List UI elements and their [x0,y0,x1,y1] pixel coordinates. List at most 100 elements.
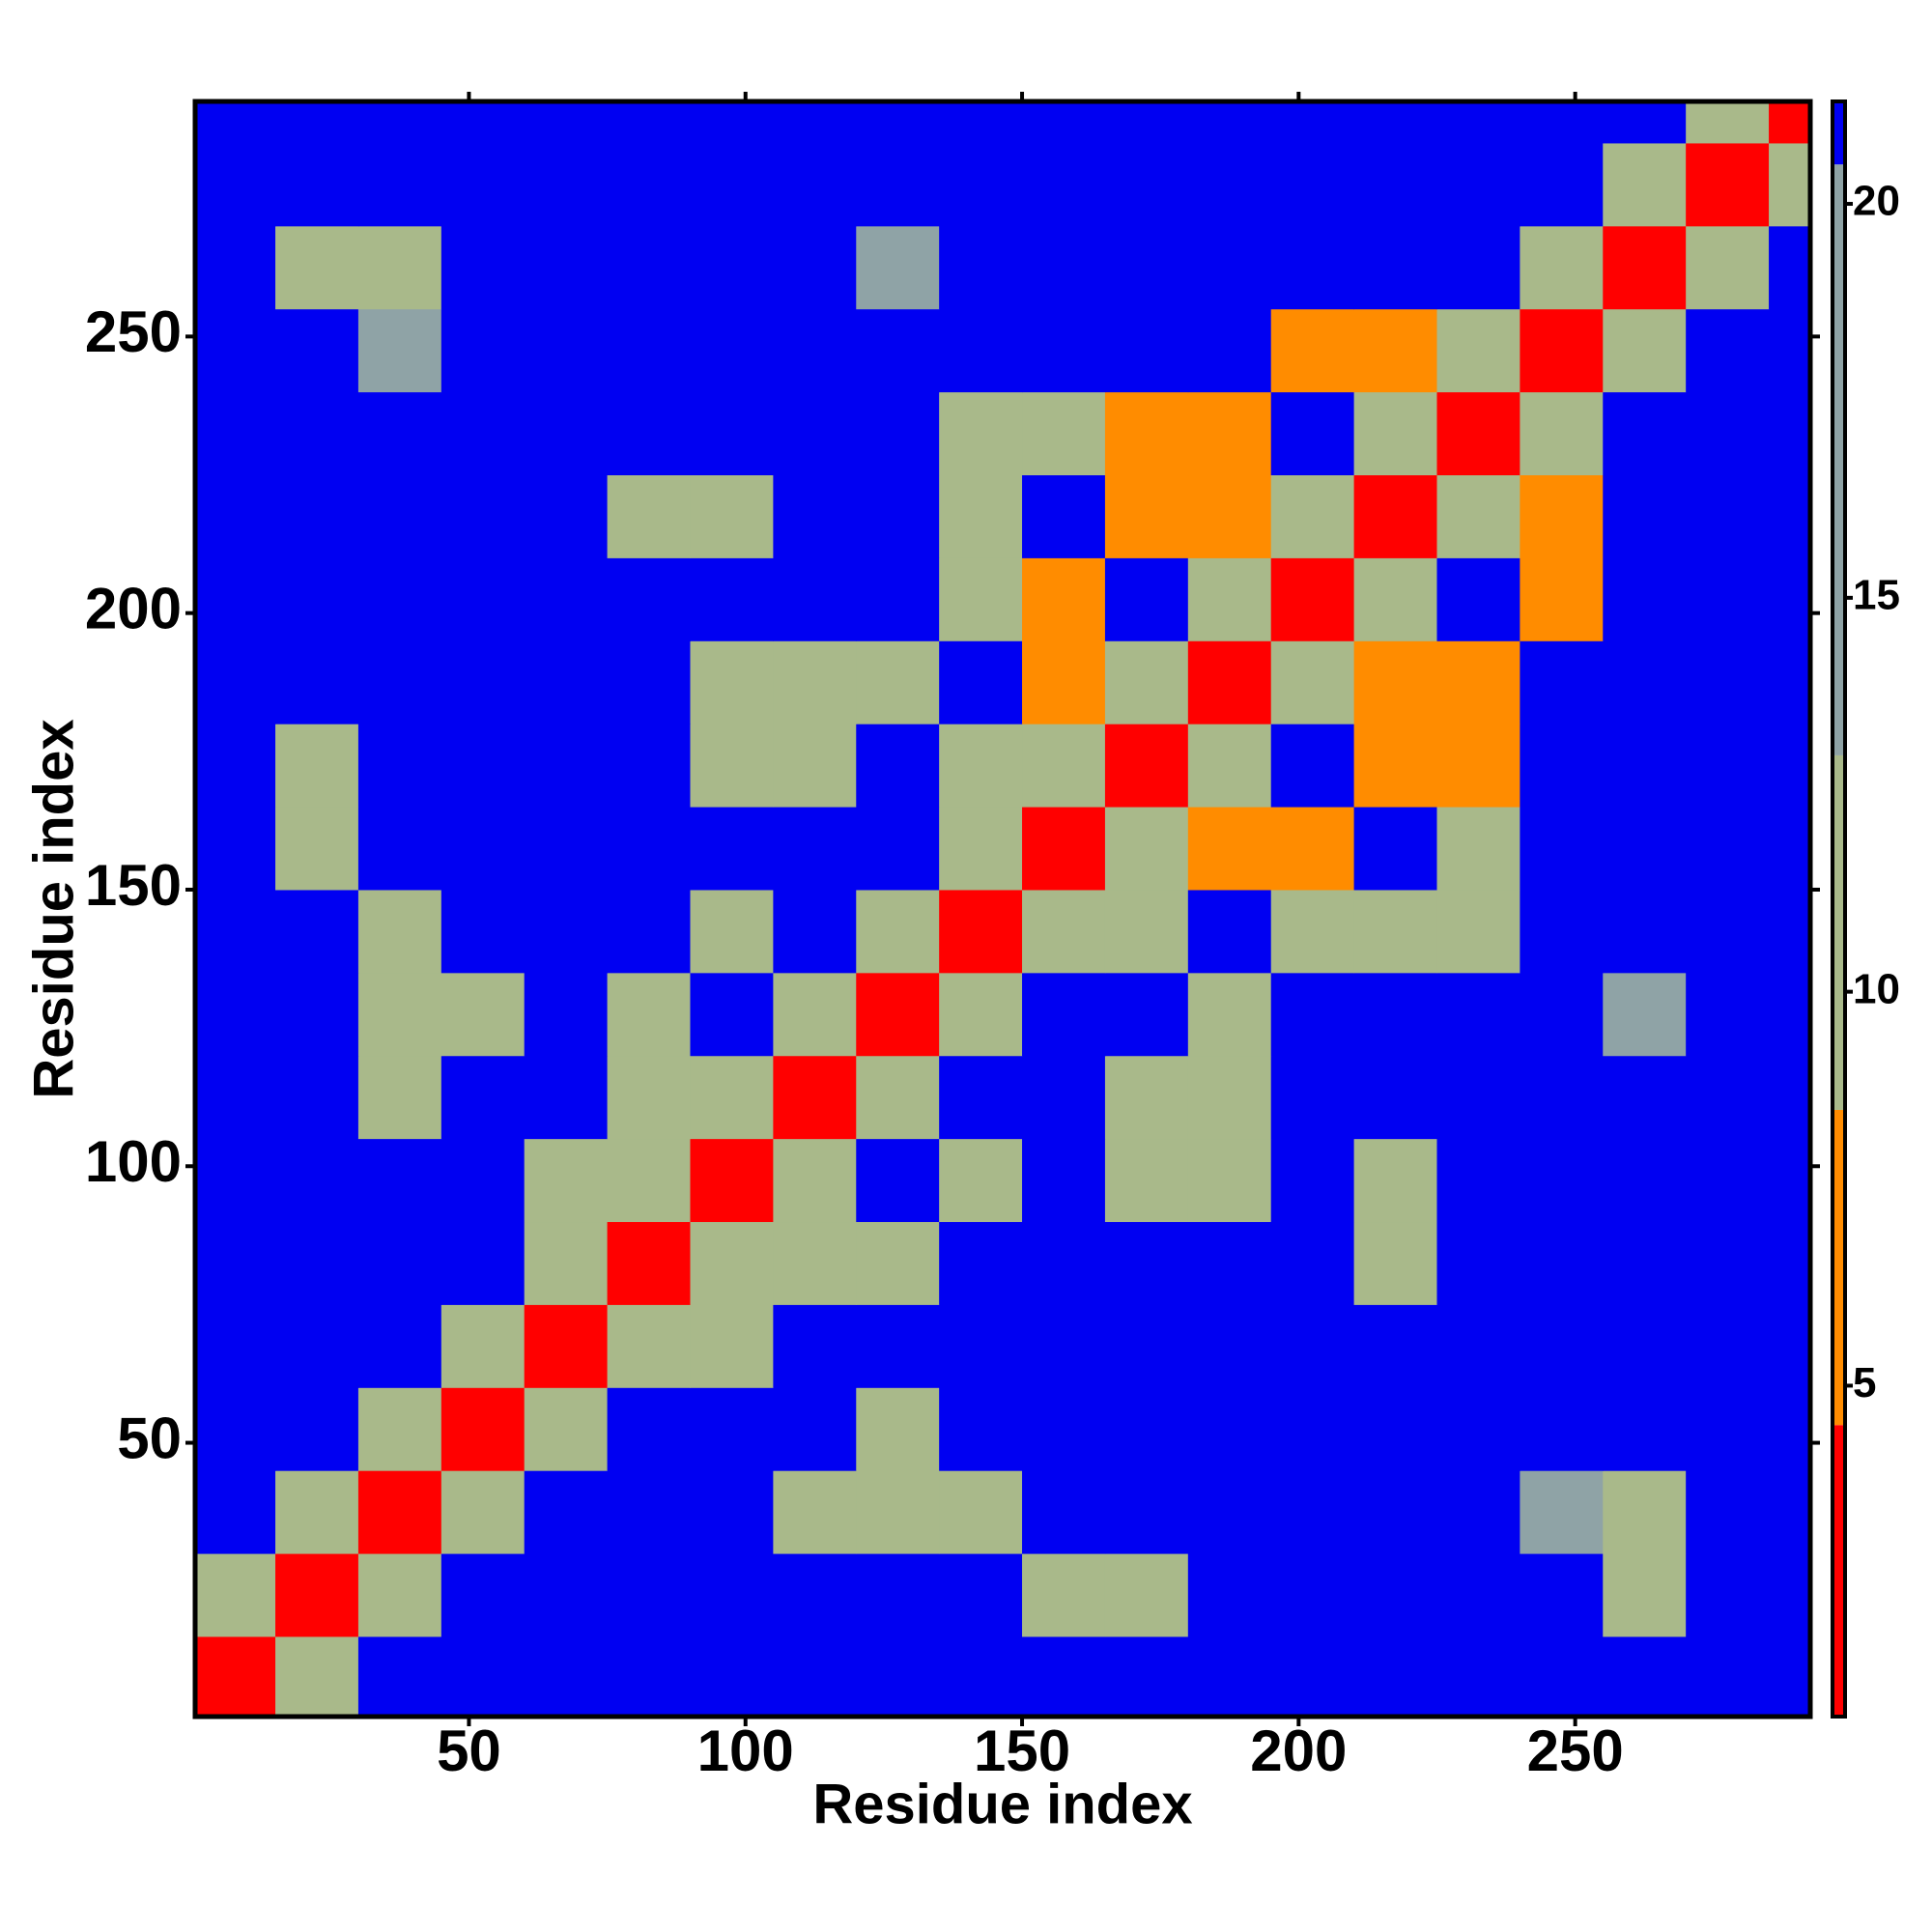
heatmap-cell [1104,1470,1189,1554]
heatmap-cell [690,724,774,808]
heatmap-cell [1104,1635,1189,1718]
heatmap-cell [690,142,774,227]
heatmap-cell [1270,391,1355,476]
heatmap-cell [1603,889,1687,974]
heatmap-cell [1270,1055,1355,1140]
y-tick-label: 50 [117,1406,182,1470]
heatmap-cell [1520,1304,1604,1388]
heatmap-cell [1187,391,1272,476]
heatmap-cell [773,1553,857,1637]
heatmap-cell [1104,1387,1189,1471]
heatmap-cell [607,972,691,1057]
heatmap-cell [524,1304,609,1388]
heatmap-cell [856,557,940,641]
heatmap-cell [690,1138,774,1223]
heatmap-cell [1436,640,1520,724]
heatmap-cell [357,1470,442,1554]
colorbar-segment [1833,1425,1845,1717]
heatmap-cell [524,1138,609,1223]
x-tick-label: 150 [974,1719,1070,1783]
heatmap-cell [1686,1635,1770,1718]
heatmap-cell [856,101,940,144]
heatmap-cell [440,101,526,144]
heatmap-cell [773,391,857,476]
heatmap-cell [773,557,857,641]
x-axis-title: Residue index [812,1773,1192,1835]
colorbar-tick-label: 5 [1853,1359,1876,1406]
heatmap-cell [773,1304,857,1388]
heatmap-cell [1104,889,1189,974]
heatmap-cell [1436,101,1520,144]
heatmap-cell [690,1304,774,1388]
heatmap-cell [524,225,609,310]
heatmap-cell [195,1055,276,1140]
heatmap-cell [1104,1055,1189,1140]
heatmap-cell [1436,308,1520,393]
heatmap-cell [195,724,276,808]
heatmap-cell [1022,1635,1106,1718]
heatmap-cell [1270,1304,1355,1388]
heatmap-cell [1187,1470,1272,1554]
heatmap-cell [195,391,276,476]
heatmap-cell [607,1221,691,1305]
heatmap-cell [1603,640,1687,724]
heatmap-cell [1353,640,1437,724]
heatmap-cell [195,1387,276,1471]
heatmap-cell [856,1221,940,1305]
heatmap-cell [524,640,609,724]
heatmap-cell [1769,1470,1811,1554]
heatmap-cell [1686,640,1770,724]
heatmap-cell [1436,142,1520,227]
heatmap-cell [1270,889,1355,974]
heatmap-cell [1603,724,1687,808]
heatmap-cell [1187,1553,1272,1637]
y-tick-label: 200 [85,577,182,641]
heatmap-cell [1270,640,1355,724]
heatmap-cell [1769,1387,1811,1471]
heatmap-cell [1603,1553,1687,1637]
heatmap-cell [357,1221,442,1305]
heatmap-cell [690,889,774,974]
heatmap-cell [939,474,1023,558]
heatmap-cell [773,1470,857,1554]
heatmap-cell [607,640,691,724]
heatmap-cell [1104,557,1189,641]
heatmap-cell [275,972,359,1057]
heatmap-cell [939,1221,1023,1305]
heatmap-cell [690,1221,774,1305]
heatmap-cell [1520,225,1604,310]
heatmap-cell [1187,1304,1272,1388]
heatmap-cell [939,1138,1023,1223]
heatmap-cell [275,142,359,227]
heatmap-cell [275,889,359,974]
heatmap-cell [607,1387,691,1471]
heatmap-cell [1187,1635,1272,1718]
heatmap-cell [1520,972,1604,1057]
heatmap-cell [856,1470,940,1554]
heatmap-cell [1436,1387,1520,1471]
heatmap-cell [856,1055,940,1140]
heatmap-cell [1104,640,1189,724]
heatmap-cell [1436,1221,1520,1305]
heatmap-cell [1187,972,1272,1057]
heatmap-cell [1270,1635,1355,1718]
heatmap-cell [440,474,526,558]
heatmap-cell [195,1470,276,1554]
heatmap-cell [195,1304,276,1388]
heatmap-cell [690,972,774,1057]
heatmap-cell [357,1387,442,1471]
heatmap-cell [357,972,442,1057]
heatmap-cell [1603,142,1687,227]
heatmap-cell [1436,889,1520,974]
heatmap-cell [1104,308,1189,393]
heatmap-cell [1353,1553,1437,1637]
heatmap-cell [1603,1470,1687,1554]
y-tick-label: 100 [85,1129,182,1194]
heatmap-cell [524,1470,609,1554]
colorbar-frame [1831,99,1847,1719]
heatmap-cell [1436,1138,1520,1223]
heatmap-cell [1520,474,1604,558]
heatmap-cell [1353,557,1437,641]
heatmap-cell [1104,142,1189,227]
heatmap-cell [690,308,774,393]
